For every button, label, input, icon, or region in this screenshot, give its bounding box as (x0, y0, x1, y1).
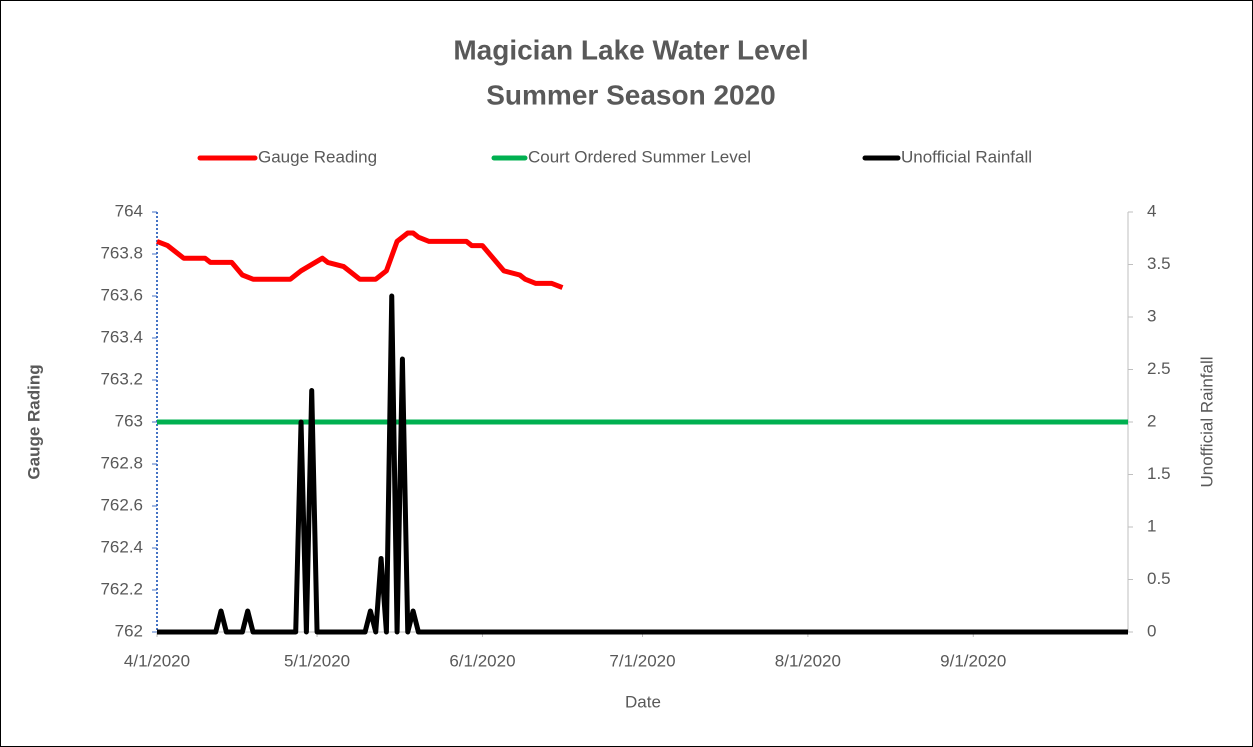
chart-title: Magician Lake Water Level (453, 34, 808, 65)
y-tick-label: 763.2 (100, 369, 143, 388)
y2-tick-label: 2 (1147, 411, 1156, 430)
y2-axis-label: Unofficial Rainfall (1197, 356, 1216, 487)
y2-tick-label: 4 (1147, 201, 1156, 220)
x-tick-label: 6/1/2020 (449, 651, 515, 670)
y-tick-label: 763.6 (100, 285, 143, 304)
data-line (157, 293, 1128, 635)
y2-tick-label: 0 (1147, 621, 1156, 640)
y-axis-label: Gauge Rading (24, 364, 43, 479)
y-tick-label: 764 (115, 201, 143, 220)
y-tick-label: 763 (115, 411, 143, 430)
y-tick-label: 762.8 (100, 453, 143, 472)
y2-tick-label: 1.5 (1147, 464, 1171, 483)
y2-tick-label: 3.5 (1147, 254, 1171, 273)
x-tick-label: 4/1/2020 (124, 651, 190, 670)
y-tick-label: 763.8 (100, 243, 143, 262)
y-tick-label: 762.6 (100, 495, 143, 514)
y-tick-label: 762.2 (100, 579, 143, 598)
data-line (156, 230, 564, 290)
y2-tick-label: 0.5 (1147, 569, 1171, 588)
y2-tick-label: 3 (1147, 306, 1156, 325)
x-tick-label: 5/1/2020 (284, 651, 350, 670)
y2-tick-label: 2.5 (1147, 359, 1171, 378)
legend-label: Court Ordered Summer Level (528, 147, 751, 166)
legend-label: Unofficial Rainfall (901, 147, 1032, 166)
x-tick-label: 7/1/2020 (609, 651, 675, 670)
y-tick-label: 762.4 (100, 537, 143, 556)
x-axis-label: Date (625, 692, 661, 711)
chart-subtitle: Summer Season 2020 (486, 79, 776, 110)
y-tick-label: 763.4 (100, 327, 143, 346)
x-tick-label: 9/1/2020 (940, 651, 1006, 670)
x-tick-label: 8/1/2020 (775, 651, 841, 670)
y-tick-label: 762 (115, 621, 143, 640)
y2-tick-label: 1 (1147, 516, 1156, 535)
legend-label: Gauge Reading (258, 147, 377, 166)
